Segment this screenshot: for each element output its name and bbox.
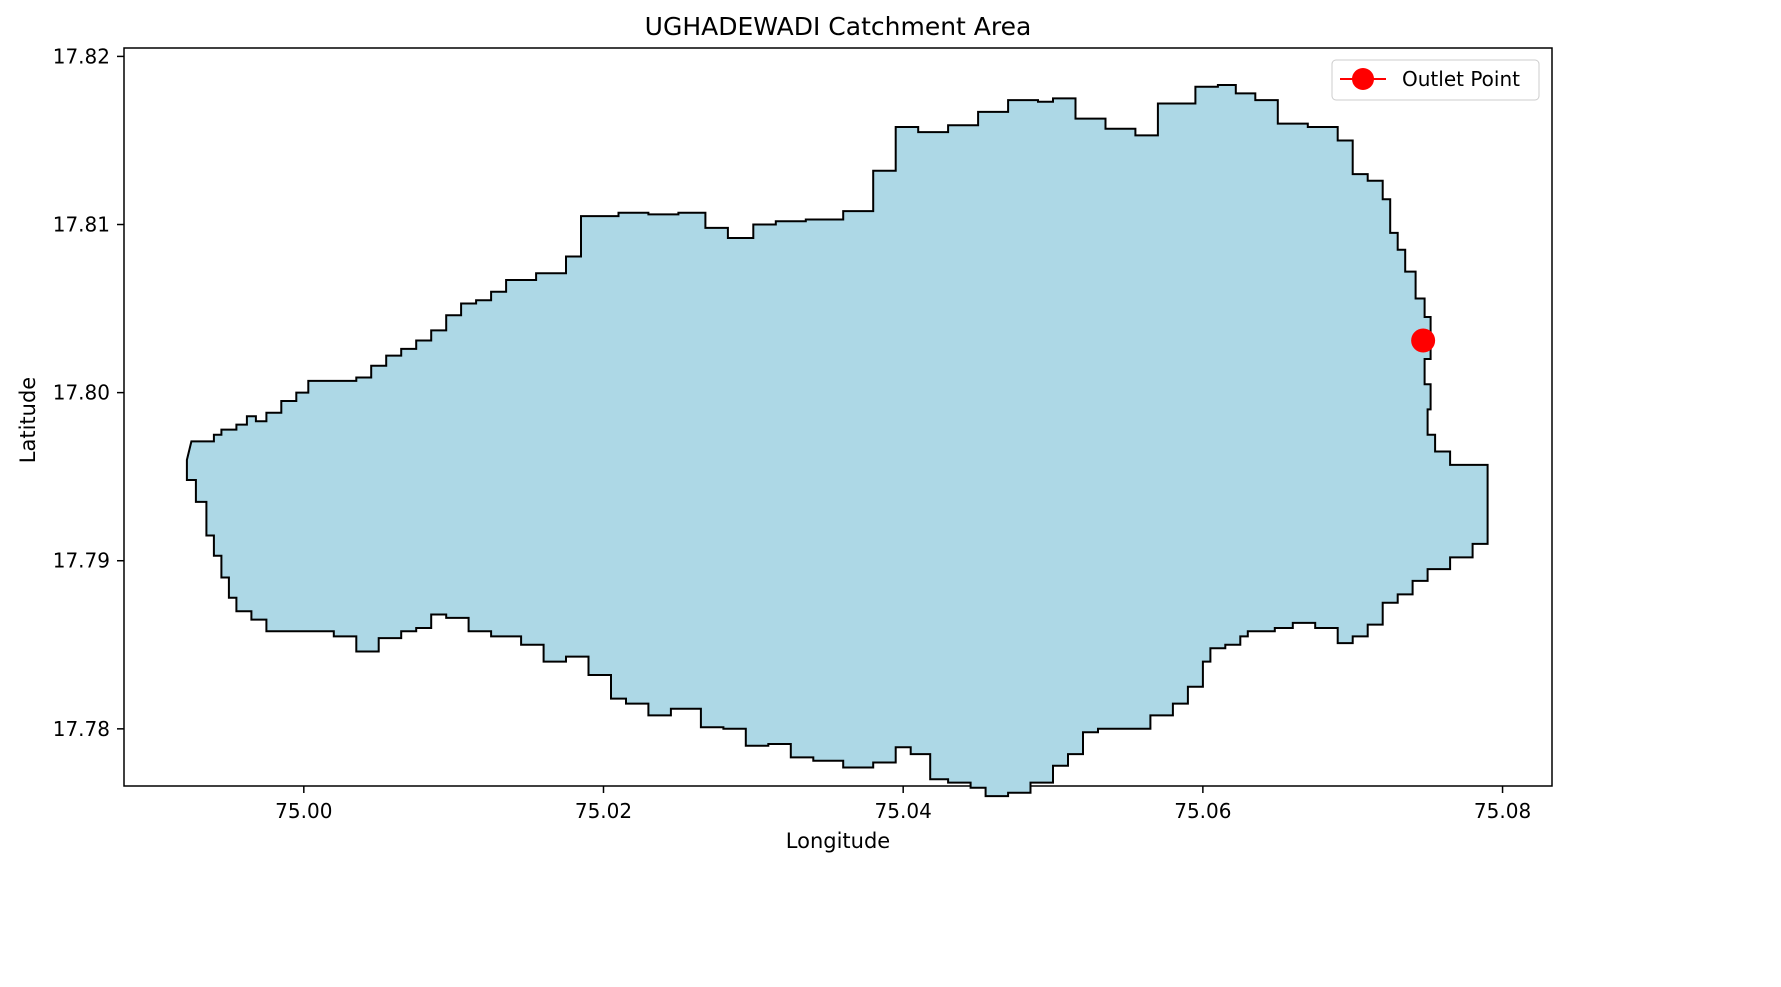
legend-box — [1331, 59, 1540, 101]
legend-label: Outlet Point — [1402, 67, 1520, 91]
x-axis-label: Longitude — [786, 829, 890, 853]
x-tick-label: 75.00 — [275, 799, 332, 823]
y-axis-label: Latitude — [16, 377, 40, 463]
chart-title: UGHADEWADI Catchment Area — [645, 12, 1032, 41]
legend-marker-swatch — [1352, 68, 1374, 90]
catchment-polygon — [185, 84, 1489, 798]
x-axis: 75.00 75.02 75.04 75.06 75.08 — [275, 786, 1531, 823]
legend: Outlet Point — [1331, 59, 1540, 101]
x-tick-label: 75.08 — [1474, 799, 1531, 823]
y-tick-label: 17.79 — [53, 549, 110, 573]
y-tick-label: 17.81 — [53, 213, 110, 237]
x-tick-label: 75.04 — [875, 799, 932, 823]
x-tick-label: 75.02 — [575, 799, 632, 823]
y-axis: 17.78 17.79 17.80 17.81 17.82 — [53, 44, 124, 741]
x-tick-label: 75.06 — [1174, 799, 1231, 823]
y-tick-label: 17.82 — [53, 44, 110, 68]
y-tick-label: 17.80 — [53, 381, 110, 405]
outlet-point — [1411, 328, 1436, 353]
plot-area — [123, 47, 1553, 798]
y-tick-label: 17.78 — [53, 717, 110, 741]
